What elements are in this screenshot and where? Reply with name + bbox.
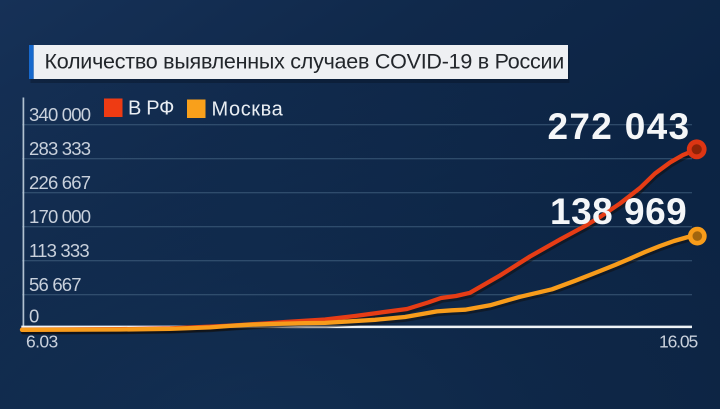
svg-text:16.05: 16.05 <box>659 331 697 351</box>
svg-text:113 333: 113 333 <box>29 240 89 261</box>
svg-text:Количество выявленных случаев: Количество выявленных случаев COVID-19 в… <box>45 50 565 74</box>
svg-text:6.03: 6.03 <box>26 331 58 351</box>
svg-text:226 667: 226 667 <box>29 172 91 193</box>
svg-text:340 000: 340 000 <box>29 104 91 125</box>
svg-text:Москва: Москва <box>212 99 284 121</box>
svg-text:170 000: 170 000 <box>29 206 91 227</box>
svg-text:0: 0 <box>29 305 39 326</box>
svg-text:138 969: 138 969 <box>550 191 687 232</box>
svg-text:272 043: 272 043 <box>548 106 691 147</box>
svg-text:56 667: 56 667 <box>29 274 81 295</box>
svg-text:283 333: 283 333 <box>29 138 91 159</box>
svg-text:В РФ: В РФ <box>128 98 174 120</box>
